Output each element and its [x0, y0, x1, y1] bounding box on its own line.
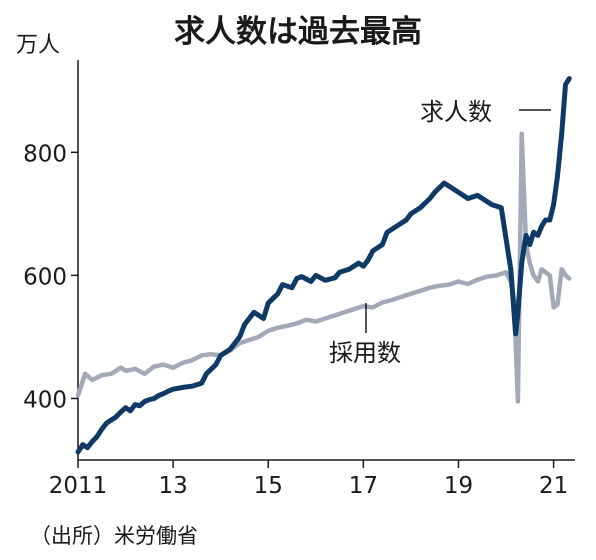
x-tick-label: 21 — [539, 473, 568, 499]
series-label-job-openings: 求人数 — [420, 98, 492, 126]
x-tick-label: 19 — [444, 473, 473, 499]
series-line-hires — [75, 131, 572, 404]
y-tick-label: 800 — [23, 141, 67, 167]
series-label-hires: 採用数 — [329, 339, 401, 367]
source-note: （出所）米労働省 — [30, 524, 198, 548]
y-tick-label: 600 — [23, 264, 67, 290]
series-line-job-openings — [75, 76, 572, 455]
x-tick-label: 17 — [349, 473, 378, 499]
x-tick-label: 15 — [254, 473, 283, 499]
x-tick-label: 13 — [158, 473, 187, 499]
y-tick-label: 400 — [23, 387, 67, 413]
x-tick-label: 2011 — [49, 473, 108, 499]
chart-title: 求人数は過去最高 — [174, 14, 422, 50]
plot-area: 400 600 800 2011 13 15 17 19 21 — [23, 60, 575, 499]
y-unit-label: 万人 — [16, 33, 60, 58]
